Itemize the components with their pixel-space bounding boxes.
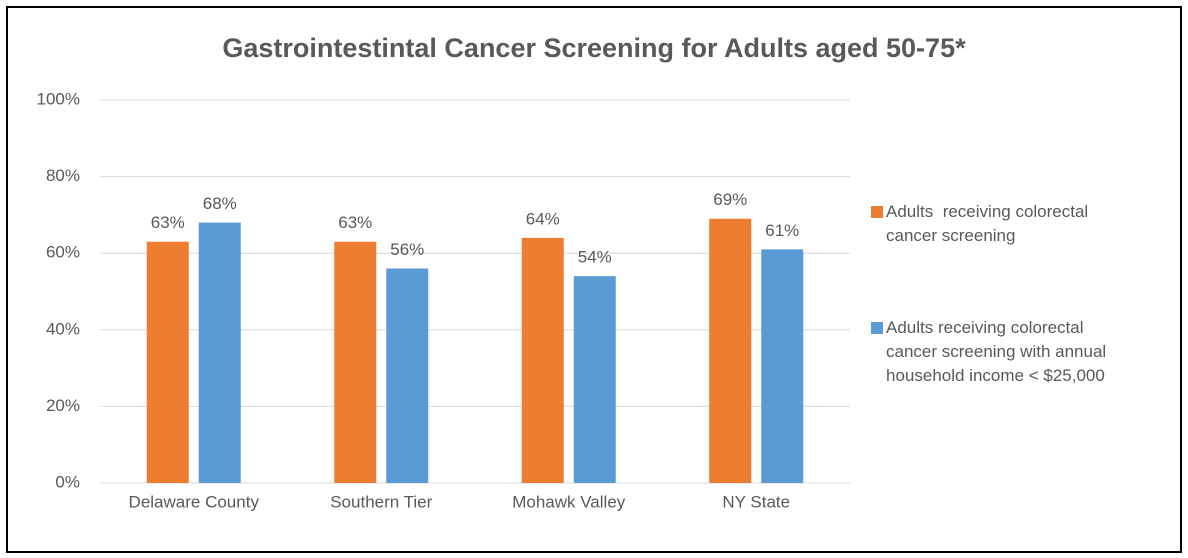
bar (709, 218, 752, 484)
x-tick-label: Mohawk Valley (512, 492, 626, 511)
chart-border (6, 6, 1182, 553)
legend-swatch (871, 322, 883, 334)
data-label: 68% (203, 194, 237, 213)
bar (386, 268, 429, 483)
legend-label: Adults receiving colorectal cancer scree… (886, 202, 1093, 245)
data-label: 56% (390, 240, 424, 259)
x-tick-label: NY State (722, 492, 790, 511)
bar (146, 241, 189, 483)
y-tick-label: 80% (46, 166, 80, 185)
bar (573, 276, 616, 483)
x-tick-label: Southern Tier (330, 492, 432, 511)
y-tick-label: 0% (55, 472, 80, 491)
y-tick-label: 60% (46, 243, 80, 262)
legend-label: Adults receiving colorectal cancer scree… (886, 318, 1111, 385)
chart-title: Gastrointestintal Cancer Screening for A… (222, 33, 966, 63)
data-label: 69% (713, 190, 747, 209)
data-label: 63% (338, 213, 372, 232)
bar (521, 237, 564, 483)
y-tick-label: 100% (37, 89, 80, 108)
data-label: 64% (526, 209, 560, 228)
y-tick-label: 20% (46, 396, 80, 415)
data-label: 63% (151, 213, 185, 232)
bar (761, 249, 804, 483)
bar (334, 241, 377, 483)
y-tick-label: 40% (46, 319, 80, 338)
data-label: 54% (578, 248, 612, 267)
data-label: 61% (765, 221, 799, 240)
legend-swatch (871, 206, 883, 218)
x-tick-label: Delaware County (129, 492, 260, 511)
bar (198, 222, 241, 483)
